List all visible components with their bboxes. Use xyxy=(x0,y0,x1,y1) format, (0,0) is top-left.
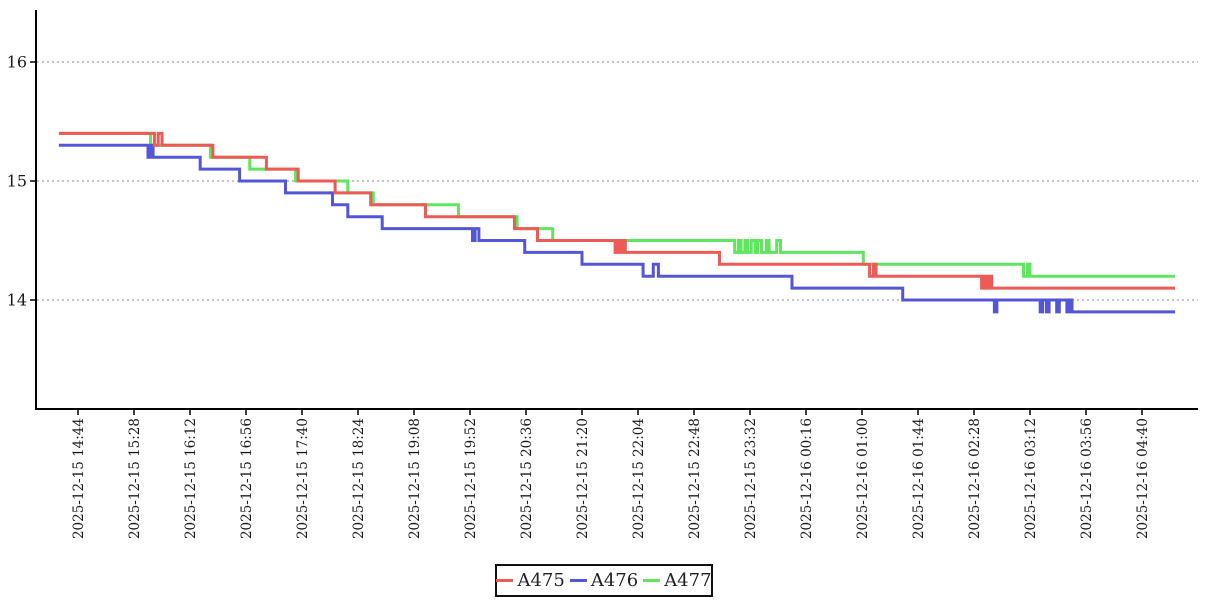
legend-label-a477: A477 xyxy=(664,570,712,591)
x-tick-label: 2025-12-15 16:12 xyxy=(183,418,199,539)
x-tick-label: 2025-12-15 17:40 xyxy=(295,418,311,539)
x-tick-label: 2025-12-15 18:24 xyxy=(351,418,367,539)
x-tick-label: 2025-12-15 15:28 xyxy=(127,418,143,539)
series-line-a475 xyxy=(58,131,1176,290)
x-tick-label: 2025-12-15 14:44 xyxy=(71,418,87,539)
x-tick-label: 2025-12-15 20:36 xyxy=(519,418,535,539)
x-tick-label: 2025-12-15 19:52 xyxy=(463,418,479,539)
x-tick-label: 2025-12-16 00:16 xyxy=(799,418,815,539)
legend-item-a475: A475 xyxy=(496,570,565,591)
legend-label-a475: A475 xyxy=(517,570,565,591)
x-tick-label: 2025-12-16 01:00 xyxy=(855,418,871,539)
series-line-a477 xyxy=(58,131,1176,278)
legend-label-a476: A476 xyxy=(590,570,639,591)
y-tick-label: 14 xyxy=(7,291,27,310)
legend-item-a477: A477 xyxy=(643,570,712,591)
legend: A475 A476 A477 xyxy=(495,564,713,597)
x-tick-label: 2025-12-16 03:12 xyxy=(1023,418,1039,539)
x-tick-label: 2025-12-16 03:56 xyxy=(1079,418,1095,539)
legend-swatch-a477 xyxy=(643,579,661,582)
x-tick-label: 2025-12-15 16:56 xyxy=(239,418,255,539)
legend-item-a476: A476 xyxy=(569,570,639,591)
y-tick-label: 16 xyxy=(7,53,27,72)
x-tick-label: 2025-12-15 19:08 xyxy=(407,418,423,539)
x-tick-label: 2025-12-16 04:40 xyxy=(1135,418,1151,539)
x-tick-label: 2025-12-15 21:20 xyxy=(575,418,591,539)
series-line-a476 xyxy=(58,143,1176,314)
x-tick-label: 2025-12-16 01:44 xyxy=(911,418,927,539)
legend-swatch-a476 xyxy=(569,579,587,582)
x-tick-label: 2025-12-15 23:32 xyxy=(743,418,759,539)
x-tick-label: 2025-12-15 22:48 xyxy=(687,418,703,539)
x-tick-label: 2025-12-15 22:04 xyxy=(631,418,647,539)
legend-swatch-a475 xyxy=(496,579,514,582)
y-tick-label: 15 xyxy=(7,172,27,191)
x-tick-label: 2025-12-16 02:28 xyxy=(967,418,983,539)
